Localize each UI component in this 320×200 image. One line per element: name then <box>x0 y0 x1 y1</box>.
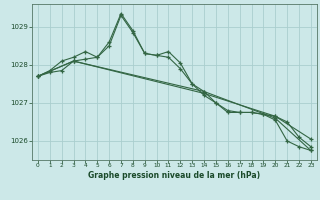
X-axis label: Graphe pression niveau de la mer (hPa): Graphe pression niveau de la mer (hPa) <box>88 171 260 180</box>
